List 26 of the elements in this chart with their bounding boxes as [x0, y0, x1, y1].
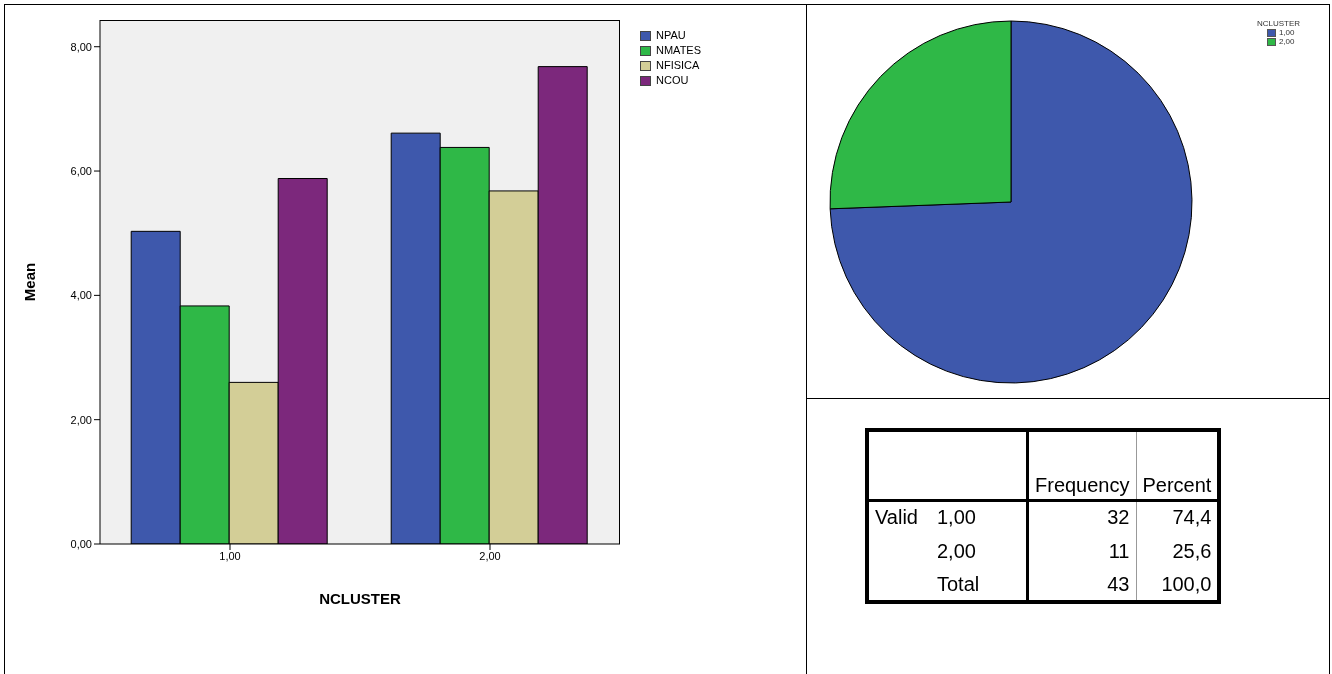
text: 11 — [1107, 538, 1131, 564]
legend-label: NPAU — [656, 28, 686, 43]
text: Valid — [874, 505, 919, 531]
legend-label: NMATES — [656, 43, 702, 58]
y-tick-label: 4,00 — [70, 289, 92, 302]
legend-label: NFISICA — [656, 58, 700, 73]
y-tick-label: 8,00 — [70, 40, 92, 53]
pie-slice — [829, 20, 1193, 384]
y-tick-label: 6,00 — [70, 164, 92, 177]
legend-label: 2,00 — [1278, 37, 1295, 46]
y-tick-label: 0,00 — [70, 537, 92, 550]
text: Total — [931, 568, 1028, 602]
text: 1,00 — [931, 500, 1028, 534]
text: Frequency — [1027, 430, 1136, 500]
text: 74,4 — [1136, 500, 1220, 534]
legend-label: NCOU — [656, 73, 689, 88]
text: 43 — [1106, 571, 1131, 597]
legend-label: 1,00 — [1278, 28, 1295, 37]
text: 25,6 — [1136, 534, 1220, 568]
text: 32 — [1106, 505, 1131, 531]
y-tick-label: 2,00 — [70, 413, 92, 426]
x-axis-title: NCLUSTER — [319, 590, 401, 607]
legend-title: NCLUSTER — [1256, 19, 1300, 28]
text: 100,0 — [1136, 568, 1220, 602]
text: Percent — [1136, 430, 1220, 500]
y-axis-title: Mean — [21, 262, 39, 302]
